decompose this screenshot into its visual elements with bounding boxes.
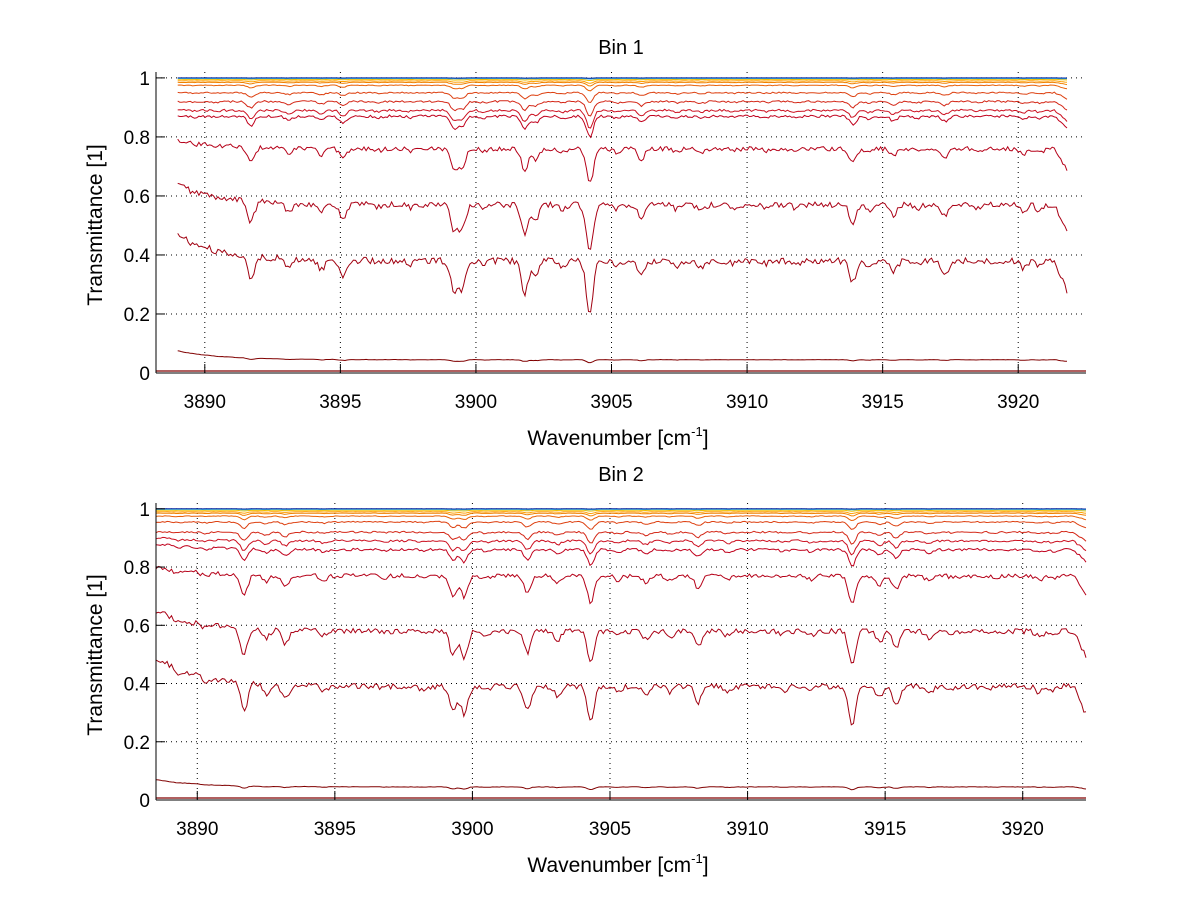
x-tick-label: 3915 xyxy=(862,392,904,413)
y-tick-label: 0.6 xyxy=(124,616,150,637)
y-tick-labels: 0 0.2 0.4 0.6 0.8 1 xyxy=(124,500,151,812)
y-tick-labels: 0 0.2 0.4 0.6 0.8 1 xyxy=(124,69,151,385)
series-line-trace-13 xyxy=(156,508,1087,511)
series-line-trace-2 xyxy=(155,659,1087,726)
x-axis-label-end: ] xyxy=(703,854,709,877)
y-axis-label: Transmittance [1] xyxy=(84,574,107,735)
x-tick-label: 3915 xyxy=(864,819,906,840)
y-tick-label: 0.2 xyxy=(124,733,150,754)
x-tick-label: 3890 xyxy=(184,392,226,413)
x-axis-label: Wavenumber [cm-1] xyxy=(527,851,708,877)
y-axis-label: Transmittance [1] xyxy=(84,144,107,305)
plot-title: Bin 1 xyxy=(598,37,644,59)
series-line-trace-8 xyxy=(155,520,1087,530)
x-axis-label-superscript: -1 xyxy=(691,424,703,439)
series-line-trace-7 xyxy=(155,530,1087,545)
series-line-trace-4 xyxy=(177,138,1068,182)
plot-title: Bin 2 xyxy=(598,464,644,486)
traces xyxy=(155,508,1087,799)
series-line-trace-3 xyxy=(177,182,1068,250)
plot-bin-2: Bin 2 3890 3895 3900 3905 3910 3915 3920 00.20… xyxy=(84,464,1087,877)
y-tick-label: 0.4 xyxy=(124,675,151,696)
x-tick-label: 3900 xyxy=(455,392,497,413)
axes xyxy=(155,503,1086,801)
series-line-trace-10 xyxy=(155,512,1087,517)
series-line-trace-13 xyxy=(177,78,1067,80)
series-line-trace-8 xyxy=(177,91,1068,104)
series-line-trace-11 xyxy=(156,511,1087,515)
series-line-trace-2 xyxy=(177,233,1068,313)
plot-bin-1: Bin 1 3890 3895 3900 3905 3910 3915 3920 00.20… xyxy=(84,37,1086,450)
x-axis-label-text: Wavenumber [cm xyxy=(527,854,691,877)
series-line-trace-6 xyxy=(155,536,1087,556)
x-tick-label: 3895 xyxy=(319,392,361,413)
y-tick-label: 1 xyxy=(139,500,150,521)
x-tick-label: 3910 xyxy=(726,819,768,840)
y-tick-label: 0.6 xyxy=(124,187,150,208)
x-axis-label: Wavenumber [cm-1] xyxy=(527,424,708,450)
series-line-trace-3 xyxy=(155,611,1087,664)
x-tick-label: 3890 xyxy=(176,819,218,840)
x-axis-label-text: Wavenumber [cm xyxy=(527,427,691,450)
series-line-trace-1 xyxy=(177,350,1067,364)
x-tick-label: 3920 xyxy=(1002,819,1044,840)
y-tick-label: 0.2 xyxy=(124,305,150,326)
x-tick-labels: 3890 3895 3900 3905 3910 3915 3920 xyxy=(184,392,1040,413)
x-tick-label: 3905 xyxy=(589,819,631,840)
series-line-trace-9 xyxy=(177,84,1068,92)
y-tick-label: 1 xyxy=(139,69,150,90)
x-axis-label-superscript: -1 xyxy=(691,851,703,866)
traces xyxy=(156,77,1086,372)
x-axis-label-end: ] xyxy=(703,427,709,450)
y-tick-label: 0.4 xyxy=(124,246,151,267)
series-line-trace-12 xyxy=(177,78,1068,81)
axes xyxy=(155,72,1086,374)
series-line-trace-1 xyxy=(155,779,1087,791)
x-tick-label: 3920 xyxy=(997,392,1039,413)
series-line-trace-4 xyxy=(155,565,1087,605)
series-line-trace-12 xyxy=(156,509,1087,512)
y-tick-label: 0.8 xyxy=(124,558,150,579)
series-line-trace-11 xyxy=(177,80,1068,84)
series-line-trace-7 xyxy=(177,100,1068,117)
y-tick-label: 0.8 xyxy=(124,128,150,149)
x-tick-label: 3910 xyxy=(726,392,768,413)
series-line-trace-5 xyxy=(155,543,1087,567)
y-tick-label: 0 xyxy=(139,364,150,385)
series-line-trace-6 xyxy=(177,108,1068,129)
series-line-trace-9 xyxy=(155,515,1087,522)
series-line-trace-10 xyxy=(177,81,1068,87)
x-tick-labels: 3890 3895 3900 3905 3910 3915 3920 xyxy=(176,819,1044,840)
x-tick-label: 3895 xyxy=(314,819,356,840)
y-tick-label: 0 xyxy=(139,791,150,812)
x-tick-label: 3905 xyxy=(590,392,632,413)
series-line-trace-5 xyxy=(177,114,1068,139)
x-tick-label: 3900 xyxy=(451,819,493,840)
